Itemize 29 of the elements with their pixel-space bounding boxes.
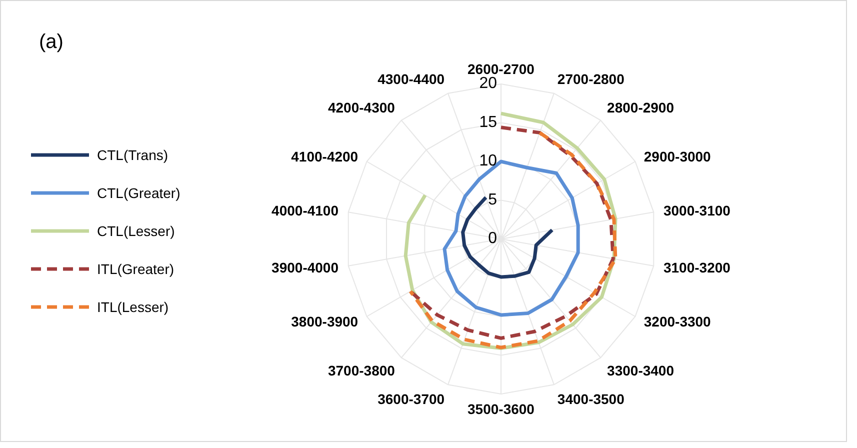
spoke-label: 2600-2700 [468,61,535,77]
spoke-label: 3100-3200 [663,260,731,276]
spoke-label: 4000-4100 [272,202,339,218]
spoke-label: 4300-4400 [378,70,445,87]
spoke-label: 2900-3000 [644,148,712,164]
spoke-label: 3700-3800 [328,362,396,378]
spoke-label: 3500-3600 [468,400,535,417]
spoke-label: 3000-3100 [663,202,731,218]
spoke-label: 3300-3400 [607,362,674,378]
spoke-label: 4200-4300 [328,100,396,116]
y-tick-label: 5 [488,191,498,208]
spoke-label: 3600-3700 [378,390,445,407]
spoke-label: 3900-4000 [272,260,339,276]
legend-label: ITL(Lesser) [97,299,169,315]
y-tick-label: 20 [479,75,498,92]
legend-label: CTL(Greater) [97,185,180,201]
y-tick-label: 15 [479,114,498,131]
spoke-label: 2800-2900 [607,100,674,116]
legend-label: ITL(Greater) [97,261,174,277]
spoke-label: 3200-3300 [644,313,712,330]
chart-title: (a) [39,31,64,54]
spoke-label: 3800-3900 [291,313,358,330]
spoke-label: 3400-3500 [557,390,625,407]
legend-label: CTL(Trans) [97,147,168,163]
spoke-label: 2700-2800 [557,70,625,87]
spoke-label: 4100-4200 [291,148,358,164]
legend-label: CTL(Lesser) [97,223,175,239]
y-tick-label: 10 [479,152,498,170]
y-tick-label: 0 [488,230,498,248]
